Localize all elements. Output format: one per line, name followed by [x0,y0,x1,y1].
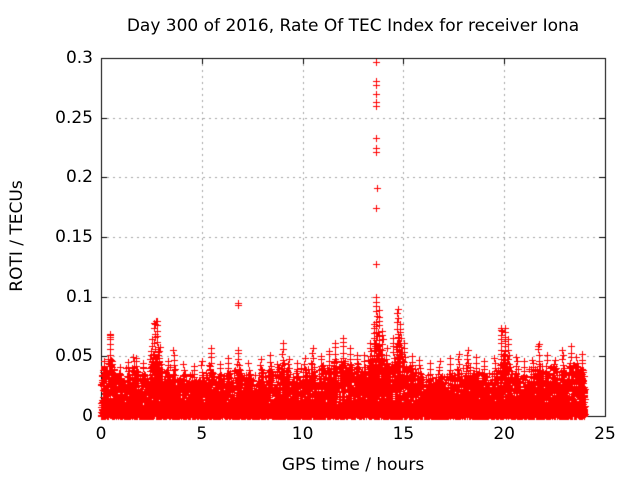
x-tick-label: 0 [95,424,107,444]
y-tick-label: 0.25 [55,107,93,128]
x-axis-label: GPS time / hours [281,455,425,475]
chart-title: Day 300 of 2016, Rate Of TEC Index for r… [126,16,580,36]
y-tick-label: 0 [82,406,93,426]
x-tick-label: 15 [392,424,415,444]
x-tick-label: 20 [493,424,516,444]
x-tick-label: 5 [196,424,208,444]
y-tick-label: 0.1 [65,286,93,307]
x-tick-label: 25 [594,424,616,444]
y-tick-label: 0.3 [65,48,93,68]
y-tick-label: 0.15 [55,227,93,247]
y-tick-label: 0.05 [55,346,93,367]
x-tick-label: 10 [291,424,314,444]
y-tick-label: 0.2 [65,167,93,188]
